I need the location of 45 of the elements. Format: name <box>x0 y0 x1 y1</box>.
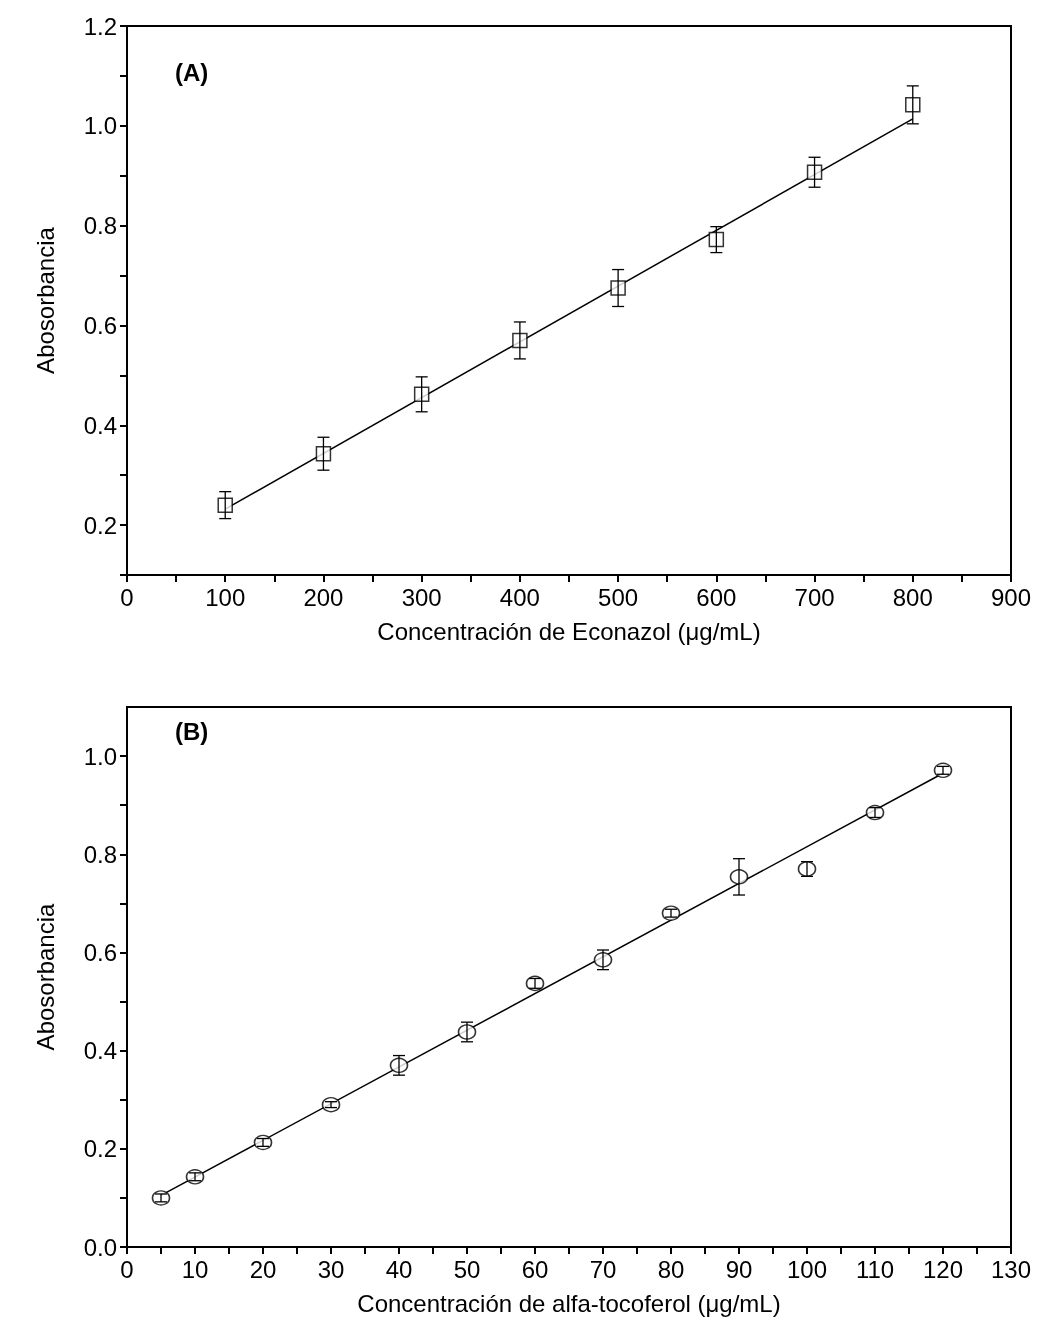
x-axis-title: Concentración de Econazol (μg/mL) <box>377 617 761 645</box>
x-tick-label: 90 <box>725 1255 753 1283</box>
x-axis-title: Concentración de alfa-tocoferol (μg/mL) <box>357 1289 781 1317</box>
x-tick-label: 30 <box>317 1255 345 1283</box>
y-tick-label: 0.6 <box>83 311 117 339</box>
point <box>806 164 823 180</box>
x-tick-label: 0 <box>120 583 134 611</box>
x-tick-label: 10 <box>181 1255 209 1283</box>
x-tick-label: 100 <box>205 583 246 611</box>
y-tick-label: 0.4 <box>83 411 117 439</box>
x-tick-label: 500 <box>598 583 639 611</box>
x-tick-label: 200 <box>303 583 344 611</box>
y-tick-label: 1.0 <box>83 742 117 770</box>
x-tick-label: 400 <box>499 583 540 611</box>
y-tick-label: 0.0 <box>83 1233 117 1261</box>
y-tick-label: 1.0 <box>83 112 117 140</box>
y-tick-label: 0.2 <box>83 511 117 539</box>
x-tick-label: 800 <box>892 583 933 611</box>
annotation: (B) <box>175 717 209 745</box>
x-tick-label: 80 <box>657 1255 685 1283</box>
y-tick-label: 1.2 <box>83 12 117 40</box>
y-tick-label: 0.4 <box>83 1037 117 1065</box>
x-tick-label: 50 <box>453 1255 481 1283</box>
y-tick-label: 0.8 <box>83 212 117 240</box>
y-tick-label: 0.6 <box>83 938 117 966</box>
x-tick-label: 60 <box>521 1255 549 1283</box>
y-axis-title: Abosorbancia <box>31 902 59 1051</box>
y-axis-title: Abosorbancia <box>31 226 59 374</box>
x-tick-label: 70 <box>589 1255 617 1283</box>
x-tick-label: 700 <box>794 583 835 611</box>
y-tick-label: 0.8 <box>83 840 117 868</box>
x-tick-label: 40 <box>385 1255 413 1283</box>
x-tick-label: 110 <box>855 1255 895 1283</box>
x-tick-label: 900 <box>990 583 1032 611</box>
x-tick-label: 120 <box>922 1255 964 1283</box>
point <box>217 497 233 513</box>
x-tick-label: 300 <box>401 583 442 611</box>
point <box>905 97 921 113</box>
y-tick-label: 0.2 <box>83 1135 117 1163</box>
x-tick-label: 130 <box>990 1255 1032 1283</box>
x-tick-label: 20 <box>249 1255 277 1283</box>
x-tick-label: 0 <box>120 1255 134 1283</box>
annotation: (A) <box>175 58 209 86</box>
x-tick-label: 600 <box>696 583 737 611</box>
x-tick-label: 100 <box>786 1255 828 1283</box>
